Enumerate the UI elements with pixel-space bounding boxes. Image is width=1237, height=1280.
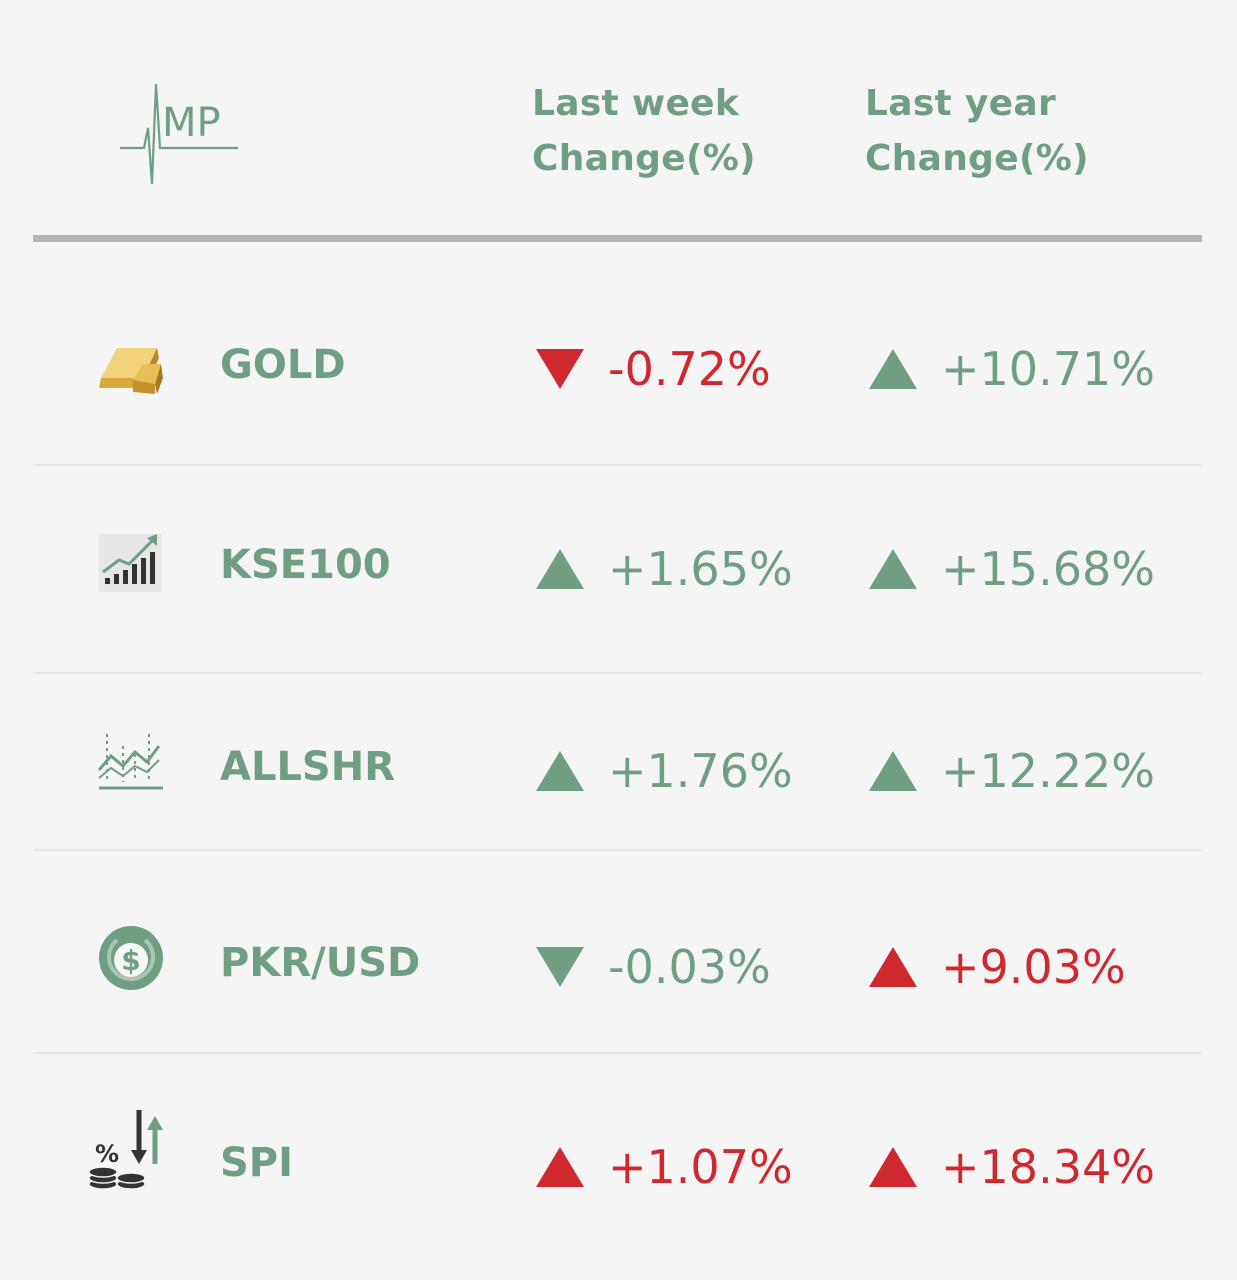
week-change-value: +1.76% xyxy=(608,744,793,798)
header-week-line2: Change(%) xyxy=(532,138,756,179)
week-change-value: -0.03% xyxy=(608,940,771,994)
year-change-value: +15.68% xyxy=(941,542,1155,596)
row-divider xyxy=(33,464,1202,466)
up-triangle-icon xyxy=(536,549,584,589)
week-change-value: +1.07% xyxy=(608,1140,793,1194)
week-change-value: +1.65% xyxy=(608,542,793,596)
gold-bar-icon xyxy=(99,348,163,394)
header-year-line1: Last year xyxy=(865,83,1057,124)
table-row: KSE100 +1.65% +15.68% xyxy=(33,520,1202,620)
up-triangle-icon xyxy=(869,751,917,791)
asset-name: KSE100 xyxy=(220,542,391,588)
asset-name: SPI xyxy=(220,1140,294,1186)
table-row: ALLSHR +1.76% +12.22% xyxy=(33,722,1202,822)
table-row: $ PKR/USD -0.03% +9.03% xyxy=(33,918,1202,1018)
column-header-last-year: Last year Change(%) xyxy=(865,76,1089,186)
row-divider xyxy=(33,672,1202,674)
up-triangle-icon xyxy=(536,751,584,791)
week-change-cell: +1.65% xyxy=(536,542,793,596)
line-chart-icon xyxy=(97,734,163,790)
year-change-cell: +9.03% xyxy=(869,940,1126,994)
up-triangle-icon xyxy=(869,349,917,389)
logo-mark: MP xyxy=(162,100,221,146)
week-change-cell: +1.07% xyxy=(536,1140,793,1194)
week-change-cell: -0.72% xyxy=(536,342,771,396)
percent-coins-arrows-icon: % xyxy=(88,1110,163,1190)
table-row: % SPI +1.07% +18.34% xyxy=(33,1110,1202,1218)
row-divider xyxy=(33,1052,1202,1054)
year-change-cell: +10.71% xyxy=(869,342,1155,396)
year-change-cell: +15.68% xyxy=(869,542,1155,596)
week-change-value: -0.72% xyxy=(608,342,771,396)
down-triangle-icon xyxy=(536,349,584,389)
year-change-value: +9.03% xyxy=(941,940,1126,994)
dollar-coin-icon: $ xyxy=(99,926,163,990)
bar-chart-growth-icon xyxy=(99,534,161,592)
header-divider xyxy=(33,235,1202,242)
year-change-cell: +18.34% xyxy=(869,1140,1155,1194)
year-change-value: +12.22% xyxy=(941,744,1155,798)
up-triangle-icon xyxy=(869,549,917,589)
year-change-value: +10.71% xyxy=(941,342,1155,396)
week-change-cell: -0.03% xyxy=(536,940,771,994)
up-triangle-icon xyxy=(869,1147,917,1187)
up-triangle-icon xyxy=(536,1147,584,1187)
amp-logo: MP xyxy=(120,83,238,185)
asset-name: ALLSHR xyxy=(220,744,396,790)
up-triangle-icon xyxy=(869,947,917,987)
column-header-last-week: Last week Change(%) xyxy=(532,76,756,186)
row-divider xyxy=(33,849,1202,851)
table-row: GOLD -0.72% +10.71% xyxy=(33,320,1202,420)
week-change-cell: +1.76% xyxy=(536,744,793,798)
asset-name: PKR/USD xyxy=(220,940,421,986)
asset-name: GOLD xyxy=(220,342,346,388)
svg-text:$: $ xyxy=(121,944,140,977)
year-change-value: +18.34% xyxy=(941,1140,1155,1194)
svg-text:%: % xyxy=(95,1140,119,1168)
down-triangle-icon xyxy=(536,947,584,987)
year-change-cell: +12.22% xyxy=(869,744,1155,798)
header-year-line2: Change(%) xyxy=(865,138,1089,179)
header-week-line1: Last week xyxy=(532,83,740,124)
